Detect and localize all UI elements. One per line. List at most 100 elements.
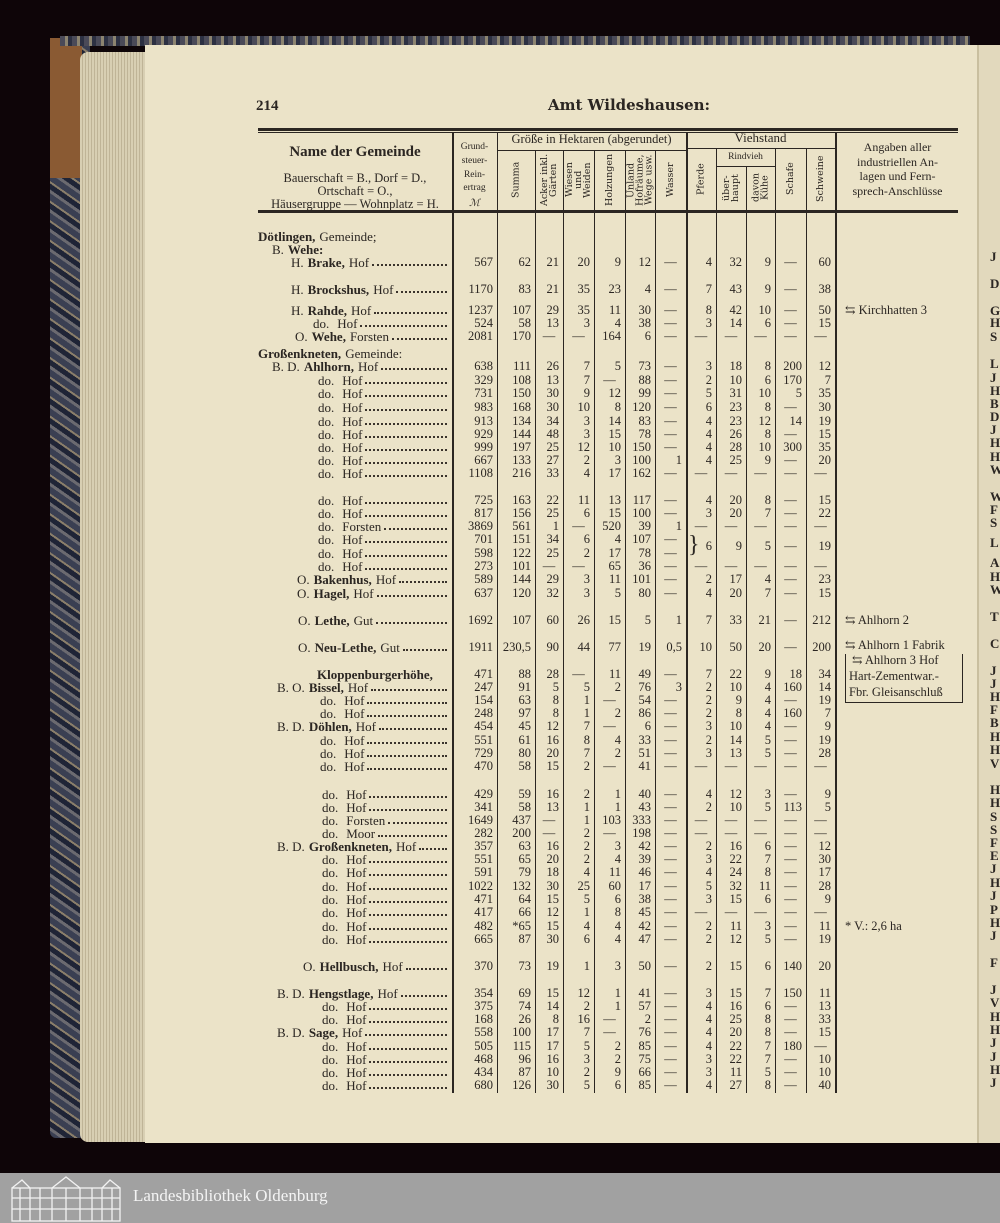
cell-kuehe: 8 <box>764 1025 771 1039</box>
cell-acker: 30 <box>546 386 560 400</box>
cell-acker: 17 <box>546 1025 560 1039</box>
cell-pferde: — <box>694 826 708 840</box>
cell-ueberhaupt: 26 <box>729 427 743 441</box>
place-type: Hof <box>342 414 363 429</box>
cell-acker: 8 <box>552 706 559 720</box>
dot-leader <box>396 283 447 293</box>
cell-kuehe: — <box>754 813 767 827</box>
place-name: do. Hof <box>318 401 449 414</box>
cell-acker: — <box>542 559 556 573</box>
cell-kuehe: 3 <box>764 787 771 801</box>
cell-acker: 30 <box>546 932 560 946</box>
cell-pferde: 4 <box>705 1012 712 1026</box>
column-rule <box>746 166 748 1093</box>
book-cover-corner <box>50 38 82 178</box>
cell-wasser: — <box>664 919 677 933</box>
cell-holz: — <box>603 719 616 733</box>
place-name: do. Hof <box>322 801 449 814</box>
next-page-letter: H <box>990 782 1000 797</box>
dot-leader <box>365 547 447 557</box>
cell-wasser: — <box>664 572 677 586</box>
cell-acker: 32 <box>546 586 560 600</box>
place-name-bold: Hagel, <box>313 586 350 601</box>
cell-pferde: 4 <box>705 255 712 269</box>
next-page-letter: J <box>990 1035 997 1050</box>
cell-schafe: — <box>784 453 797 467</box>
place-prefix: B. D. <box>277 839 305 854</box>
place-name: do. Hof <box>320 747 449 760</box>
cell-summa: 63 <box>518 839 532 853</box>
place-prefix: H. <box>291 255 304 270</box>
place-prefix: do. <box>318 559 335 574</box>
place-name-bold: Bakenhus, <box>313 572 372 587</box>
cell-kuehe: — <box>754 905 767 919</box>
next-page-edge <box>977 45 1000 1143</box>
cell-summa: 197 <box>512 440 531 454</box>
cell-unland: 40 <box>638 787 652 801</box>
place-name: do. Hof <box>320 760 449 773</box>
cell-schweine: 38 <box>818 282 832 296</box>
cell-schafe: — <box>784 316 797 330</box>
cell-kuehe: 4 <box>764 693 771 707</box>
cell-wiesen: 12 <box>577 440 591 454</box>
cell-schweine: 10 <box>818 1052 832 1066</box>
dot-leader <box>369 1079 447 1089</box>
cell-schweine: 50 <box>818 303 832 317</box>
dot-leader <box>367 734 447 744</box>
cell-wiesen: 3 <box>583 572 590 586</box>
cell-ueberhaupt: 31 <box>729 386 743 400</box>
cell-unland: 99 <box>638 386 652 400</box>
cell-acker: 15 <box>546 892 560 906</box>
cell-schweine: 23 <box>818 572 832 586</box>
place-name: do. Hof <box>322 933 449 946</box>
cell-grund: 471 <box>474 667 493 681</box>
column-rule <box>655 150 657 1093</box>
cell-wiesen: 35 <box>577 303 591 317</box>
cell-ueberhaupt: 15 <box>729 892 743 906</box>
cell-wasser: 1 <box>675 453 682 467</box>
header-name: Name der Gemeinde <box>289 144 421 160</box>
cell-kuehe: 6 <box>764 839 771 853</box>
cell-wiesen: 16 <box>577 1012 591 1026</box>
cell-ueberhaupt: 28 <box>729 440 743 454</box>
brace: } <box>688 532 700 558</box>
cell-wasser: — <box>664 693 677 707</box>
cell-ueberhaupt: 50 <box>729 640 743 654</box>
cell-summa: 58 <box>518 800 532 814</box>
cell-kuehe: 8 <box>764 1012 771 1026</box>
cell-wiesen: 25 <box>577 879 591 893</box>
cell-acker: 28 <box>546 667 560 681</box>
dot-leader <box>400 987 447 997</box>
cell-acker: — <box>542 329 556 343</box>
header-grund-unit: ℳ <box>469 198 480 209</box>
cell-acker: 18 <box>546 865 560 879</box>
cell-holz: 4 <box>614 316 621 330</box>
cell-schweine: 15 <box>818 427 832 441</box>
cell-schweine: — <box>814 466 827 480</box>
cell-unland: 2 <box>644 1012 651 1026</box>
header-grund: Grund- <box>460 142 489 152</box>
cell-pferde: 4 <box>705 414 712 428</box>
cell-holz: 2 <box>614 1052 621 1066</box>
dot-leader <box>365 533 447 543</box>
cell-grund: 273 <box>474 559 493 573</box>
cell-schafe: — <box>784 282 797 296</box>
cell-holz: 65 <box>608 559 622 573</box>
column-rule <box>625 150 627 1093</box>
cell-wasser: — <box>664 586 677 600</box>
cell-schafe: — <box>784 539 797 553</box>
place-type: Hof <box>377 986 398 1001</box>
header-grund: Rein- <box>463 170 486 180</box>
place-name: O. Neu-Lethe, Gut <box>298 641 449 654</box>
dot-leader <box>391 330 447 340</box>
cell-grund: 370 <box>474 959 493 973</box>
place-type: Hof <box>355 719 377 734</box>
cell-grund: 913 <box>474 414 493 428</box>
place-name: do. Hof <box>322 1066 449 1079</box>
place-prefix: do. <box>322 800 339 815</box>
dot-leader <box>365 441 447 451</box>
cell-summa: 151 <box>512 532 531 546</box>
next-page-letter: G <box>990 303 1000 318</box>
header-angaben-line: industriellen An- <box>857 154 938 169</box>
cell-summa: 96 <box>518 1052 532 1066</box>
